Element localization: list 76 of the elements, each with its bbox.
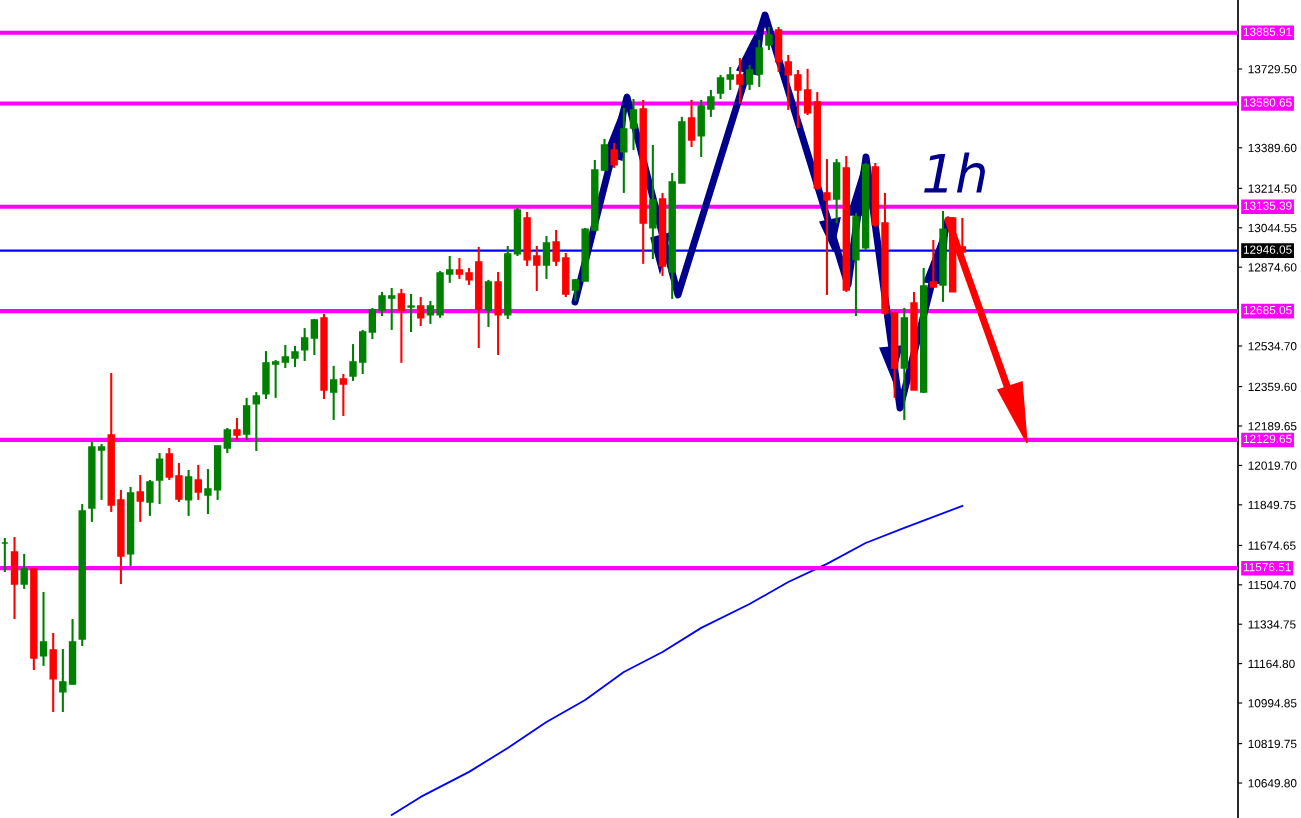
candlestick [252, 391, 260, 453]
y-tick-label: 11164.80 [1248, 659, 1295, 669]
candlestick [426, 299, 435, 325]
candlestick [329, 364, 338, 421]
ref-line-label: 12946.05 [1243, 245, 1292, 254]
candlestick [726, 65, 734, 91]
y-tick-label: 13729.50 [1248, 65, 1297, 74]
y-tick-label: 10649.80 [1248, 779, 1297, 788]
candlestick [803, 67, 812, 117]
ref-line-label: 12685.05 [1243, 305, 1292, 315]
candlestick [823, 158, 831, 296]
annotation: 1h [924, 152, 985, 193]
candlestick [194, 463, 202, 501]
candlestick [929, 238, 938, 289]
y-tick-label: 12534.70 [1248, 342, 1297, 351]
candlestick [707, 88, 715, 118]
candlestick [281, 343, 290, 369]
y-tick-label: 12019.70 [1248, 461, 1297, 470]
candlestick [368, 306, 377, 341]
candlestick [59, 647, 67, 714]
candlestick [716, 73, 725, 101]
candlestick [378, 290, 386, 318]
candlestick [271, 359, 280, 399]
candlestick [610, 142, 618, 169]
ref-line-label: 12129.65 [1243, 434, 1292, 444]
ref-line-label: 11576.51 [1243, 562, 1291, 572]
candlestick [300, 327, 309, 363]
y-tick-label: 10819.75 [1248, 739, 1297, 749]
y-tick-label: 13389.60 [1248, 143, 1297, 153]
line-series [390, 505, 964, 816]
candlestick [339, 372, 348, 417]
candlestick [204, 468, 212, 516]
y-tick-label: 11849.75 [1248, 500, 1296, 510]
candlestick [223, 426, 231, 455]
candlestick [455, 257, 464, 280]
y-tick-label: 12359.60 [1248, 382, 1297, 391]
ref-line-label: 13580.65 [1243, 98, 1292, 107]
candlestick [310, 318, 319, 357]
candlestick [175, 461, 183, 504]
candlestick [165, 446, 173, 481]
candlestick [136, 474, 144, 523]
candlestick [417, 295, 425, 328]
y-tick-label: 10994.85 [1248, 699, 1297, 708]
candlestick [349, 343, 357, 382]
candlestick [745, 63, 754, 91]
candlestick [784, 53, 792, 111]
candlestick [397, 287, 406, 364]
candlestick [629, 97, 638, 152]
y-tick-label: 13044.55 [1248, 223, 1297, 233]
ref-line-label: 13885.91 [1243, 27, 1292, 36]
candlestick [291, 344, 299, 369]
candlestick [552, 228, 560, 267]
candlestick [687, 98, 696, 149]
candlestick [155, 452, 164, 506]
candlestick [446, 254, 454, 284]
candlestick [407, 292, 415, 334]
y-tick-label: 11334.75 [1248, 620, 1296, 629]
candlestick [184, 468, 193, 517]
candlestick [388, 286, 396, 331]
candlestick [533, 244, 541, 293]
y-tick-label: 12874.60 [1248, 263, 1297, 272]
ref-line-label: 13135.39 [1243, 201, 1292, 210]
candlestick [542, 234, 551, 280]
candlestick [146, 478, 154, 517]
candlestick [233, 417, 241, 442]
candlestick [765, 25, 773, 52]
candlestick [97, 442, 106, 501]
y-tick-label: 11504.70 [1248, 580, 1296, 590]
candlestick [620, 107, 628, 194]
candlestick [20, 552, 28, 590]
candlestick [736, 56, 744, 105]
candlestick [39, 590, 48, 667]
y-tick-label: 13214.50 [1248, 184, 1297, 193]
y-tick-label: 11674.65 [1248, 541, 1296, 550]
candlestick [794, 68, 802, 130]
y-tick-label: 12189.65 [1248, 422, 1297, 431]
